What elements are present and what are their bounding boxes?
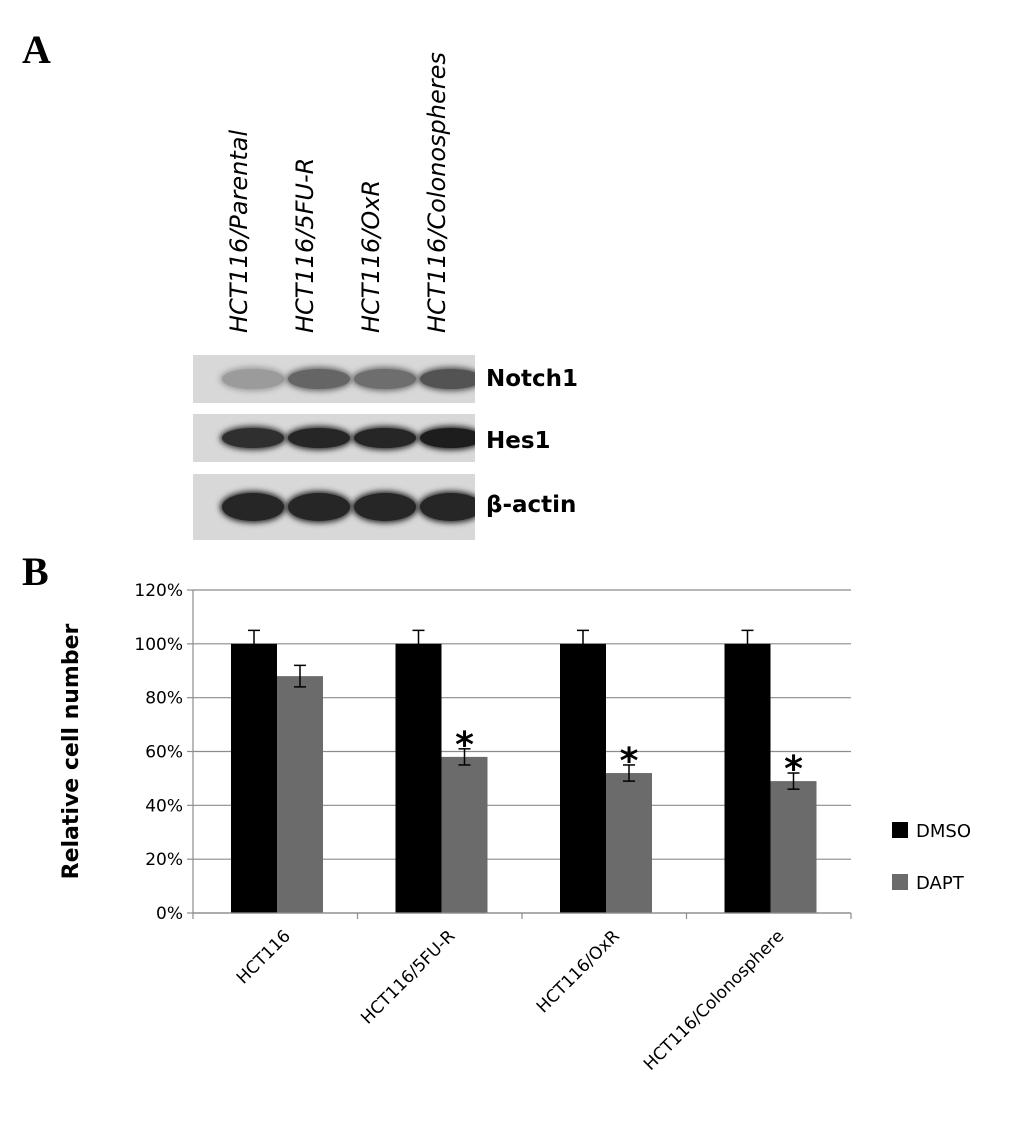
- bar-dmso: [560, 643, 606, 913]
- blot-band: [288, 493, 350, 521]
- lane-label-text: HCT116/OxR: [357, 179, 385, 333]
- blot-band: [288, 369, 350, 389]
- legend-label-dapt: DAPT: [916, 873, 965, 894]
- blot-band: [354, 428, 416, 448]
- y-tick-label: 40%: [145, 796, 183, 816]
- y-axis-title: Relative cell number: [59, 624, 84, 880]
- blot-band: [420, 493, 475, 521]
- y-tick-label: 0%: [156, 904, 183, 924]
- blot-band: [222, 369, 284, 389]
- x-category-label: HCT116/Colonosphere: [640, 926, 788, 1074]
- western-blot-hes1: [193, 414, 475, 462]
- legend-swatch-dapt: [892, 874, 908, 890]
- significance-marker: *: [784, 749, 803, 790]
- lane-label-text: HCT116/5FU-R: [291, 157, 319, 333]
- panel-a-letter: A: [22, 27, 51, 72]
- blot-band: [354, 493, 416, 521]
- bar-dapt: [441, 756, 488, 913]
- western-blot-notch1: [193, 355, 475, 403]
- bar-dmso: [395, 643, 442, 913]
- y-tick-label: 100%: [134, 635, 183, 655]
- x-category-label: HCT116/OxR: [533, 926, 624, 1017]
- protein-label-beta-actin: β-actin: [486, 492, 577, 518]
- bar-dapt: [770, 781, 817, 913]
- y-tick-label: 20%: [145, 850, 183, 870]
- lane-label-text: HCT116/Colonospheres: [423, 52, 451, 333]
- blot-band: [222, 428, 284, 448]
- bar-dapt: [277, 676, 323, 913]
- blot-band: [420, 369, 475, 389]
- y-tick-label: 80%: [145, 689, 183, 709]
- panel-b-letter: B: [22, 549, 49, 594]
- blot-band: [420, 428, 475, 448]
- protein-label-notch1: Notch1: [486, 366, 579, 392]
- protein-label-hes1: Hes1: [486, 428, 551, 454]
- y-tick-label: 120%: [134, 581, 183, 601]
- bar-dmso: [724, 643, 771, 913]
- y-tick-label: 60%: [145, 743, 183, 763]
- lane-label-text: HCT116/Parental: [225, 129, 253, 333]
- legend-swatch-dmso: [892, 822, 908, 838]
- blot-band: [222, 493, 284, 521]
- significance-marker: *: [455, 725, 474, 766]
- western-blot-beta-actin: [193, 474, 475, 540]
- bar-dapt: [606, 773, 652, 913]
- x-category-label: HCT116/5FU-R: [357, 926, 459, 1028]
- legend-label-dmso: DMSO: [916, 821, 971, 842]
- bar-dmso: [231, 643, 277, 913]
- significance-marker: *: [620, 741, 639, 782]
- bar-chart: 0% 20% 40% 60% 80% 100% 120% Relative cell numb…: [59, 581, 971, 1075]
- blot-band: [354, 369, 416, 389]
- blot-band: [288, 428, 350, 448]
- x-category-label: HCT116: [233, 926, 295, 988]
